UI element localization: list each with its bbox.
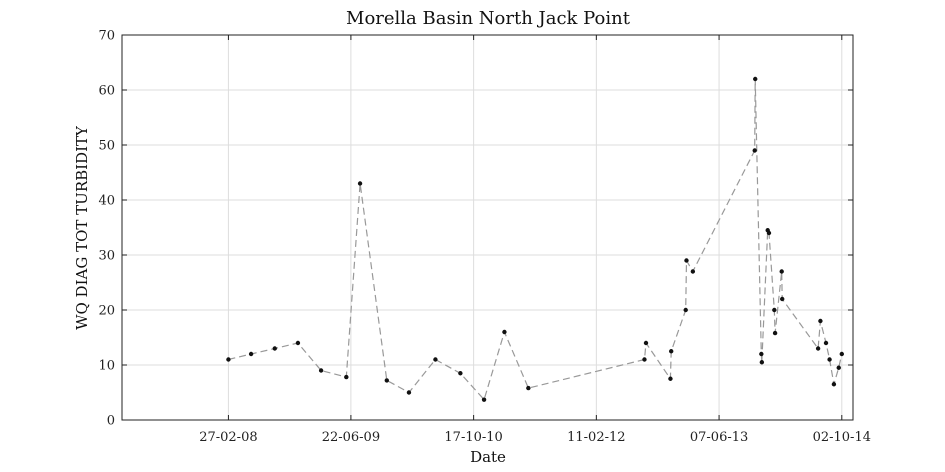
data-point <box>779 269 784 274</box>
data-point <box>690 269 696 274</box>
data-point <box>827 357 832 362</box>
x-tick-label: 17-10-10 <box>444 430 502 445</box>
data-point <box>406 390 412 395</box>
data-point <box>526 385 531 391</box>
data-point <box>642 357 647 362</box>
data-point <box>753 76 758 82</box>
data-point <box>384 378 389 383</box>
y-tick-label: 70 <box>98 29 115 44</box>
y-tick-label: 40 <box>98 194 115 209</box>
y-tick-label: 60 <box>98 84 115 99</box>
y-tick-labels: 0 10 20 30 40 50 60 70 <box>98 29 115 429</box>
data-point <box>357 181 363 186</box>
y-tick-label: 30 <box>98 249 115 264</box>
data-point <box>772 307 777 313</box>
data-point <box>836 365 841 370</box>
data-point <box>318 368 324 373</box>
data-points <box>226 76 844 402</box>
data-point <box>669 349 674 354</box>
x-tick-label: 27-02-08 <box>199 430 257 445</box>
data-point <box>759 360 765 365</box>
y-tick-label: 0 <box>107 414 115 429</box>
data-point <box>818 318 823 324</box>
data-point <box>226 357 231 362</box>
data-point <box>683 307 688 313</box>
data-point <box>481 397 487 402</box>
axis-ticks <box>122 34 853 421</box>
x-tick-label: 11-02-12 <box>567 430 625 445</box>
data-point <box>766 230 772 236</box>
data-point <box>458 371 463 376</box>
plot-frame <box>121 34 854 421</box>
data-point <box>759 351 764 357</box>
data-point <box>780 296 785 302</box>
x-tick-label: 07-06-13 <box>690 430 748 445</box>
x-tick-label: 02-10-14 <box>813 430 871 445</box>
data-point <box>502 329 507 335</box>
grid <box>122 34 853 421</box>
data-point <box>752 148 757 153</box>
y-tick-label: 50 <box>98 139 115 154</box>
y-axis-label: WQ DIAG TOT TURBIDITY <box>73 125 91 330</box>
data-point <box>823 340 829 346</box>
data-point <box>248 351 254 357</box>
data-point <box>772 330 778 336</box>
x-axis-label: Date <box>470 448 506 466</box>
data-point <box>433 357 438 362</box>
data-point <box>272 346 277 351</box>
data-point <box>344 374 349 380</box>
y-tick-label: 10 <box>98 359 115 374</box>
data-point <box>831 382 837 387</box>
data-point <box>643 340 649 346</box>
series-turbidity <box>226 76 844 402</box>
data-point <box>295 340 301 346</box>
chart-title: Morella Basin North Jack Point <box>346 8 631 29</box>
x-tick-label: 22-06-09 <box>322 430 380 445</box>
data-point <box>839 351 844 357</box>
data-point <box>684 258 689 263</box>
series-line <box>228 78 843 401</box>
data-point <box>815 346 821 351</box>
x-tick-labels: 27-02-08 22-06-09 17-10-10 11-02-12 07-06-13… <box>199 430 871 445</box>
y-tick-label: 20 <box>98 304 115 319</box>
data-point <box>668 376 673 381</box>
